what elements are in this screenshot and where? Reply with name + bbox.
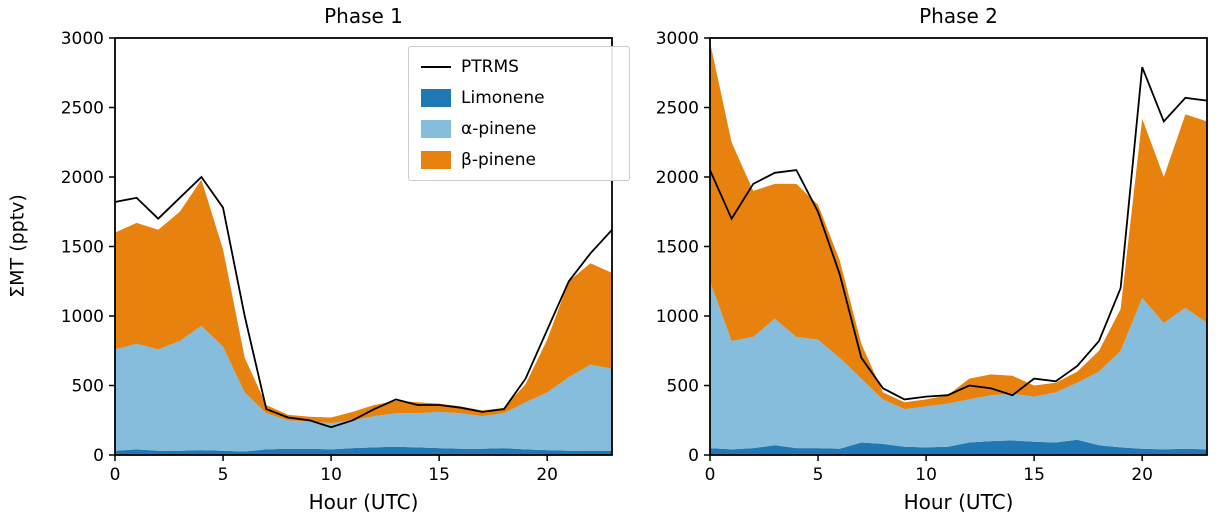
legend-label-limonene: Limonene bbox=[461, 88, 545, 108]
plot-area-phase2: 0 5 10 15 20 0 500 1000 1500 2000 2500 3000 bbox=[656, 29, 1208, 485]
area-beta-pinene bbox=[710, 42, 1207, 410]
area-alpha-pinene bbox=[115, 325, 612, 452]
y-axis-label: ΣMT (pptv) bbox=[6, 194, 29, 298]
y-tick-label: 2500 bbox=[656, 99, 699, 119]
x-axis-label-phase2: Hour (UTC) bbox=[903, 490, 1014, 514]
y-tick-label: 1500 bbox=[656, 238, 699, 258]
y-tick-label: 2000 bbox=[656, 168, 699, 188]
y-tick-label: 1000 bbox=[656, 307, 699, 327]
y-tick-label: 3000 bbox=[656, 29, 699, 49]
legend-item-alpha-pinene: α-pinene bbox=[421, 118, 617, 140]
x-tick-label: 0 bbox=[705, 465, 716, 485]
x-tick-label: 10 bbox=[320, 465, 342, 485]
chart-title-phase2: Phase 2 bbox=[919, 4, 998, 28]
legend-patch-alpha-pinene bbox=[421, 120, 451, 138]
legend-item-ptrms: PTRMS bbox=[421, 56, 617, 78]
x-tick-label: 10 bbox=[915, 465, 937, 485]
y-tick-label: 500 bbox=[667, 377, 699, 397]
chart-title-phase1: Phase 1 bbox=[324, 4, 403, 28]
legend-line-sample bbox=[421, 66, 451, 68]
y-tick-label: 500 bbox=[72, 377, 104, 397]
area-alpha-pinene bbox=[710, 281, 1207, 450]
y-tick-label: 1500 bbox=[61, 238, 104, 258]
x-tick-label: 15 bbox=[428, 465, 450, 485]
x-tick-label: 20 bbox=[536, 465, 558, 485]
x-tick-label: 5 bbox=[813, 465, 824, 485]
legend-label-beta-pinene: β-pinene bbox=[461, 150, 536, 170]
legend: PTRMS Limonene α-pinene β-pinene bbox=[408, 46, 630, 181]
y-tick-label: 0 bbox=[93, 446, 104, 466]
legend-patch-beta-pinene bbox=[421, 151, 451, 169]
y-tick-label: 0 bbox=[688, 446, 699, 466]
y-tick-label: 2000 bbox=[61, 168, 104, 188]
legend-item-beta-pinene: β-pinene bbox=[421, 149, 617, 171]
y-tick-label: 2500 bbox=[61, 99, 104, 119]
area-Limonene bbox=[710, 439, 1207, 455]
x-tick-label: 5 bbox=[218, 465, 229, 485]
legend-patch-limonene bbox=[421, 89, 451, 107]
y-tick-label: 3000 bbox=[61, 29, 104, 49]
legend-label-alpha-pinene: α-pinene bbox=[461, 119, 537, 139]
area-Limonene bbox=[115, 446, 612, 455]
x-tick-label: 0 bbox=[110, 465, 121, 485]
x-tick-label: 20 bbox=[1131, 465, 1153, 485]
legend-label-ptrms: PTRMS bbox=[461, 57, 519, 77]
legend-item-limonene: Limonene bbox=[421, 87, 617, 109]
area-beta-pinene bbox=[115, 179, 612, 423]
plot-area-phase1: 0 5 10 15 20 0 500 1000 1500 2000 2500 3000 bbox=[61, 29, 613, 485]
x-tick-label: 15 bbox=[1023, 465, 1045, 485]
x-axis-label-phase1: Hour (UTC) bbox=[308, 490, 419, 514]
y-tick-label: 1000 bbox=[61, 307, 104, 327]
ptrms-line bbox=[114, 175, 613, 429]
ptrms-line bbox=[709, 66, 1208, 401]
